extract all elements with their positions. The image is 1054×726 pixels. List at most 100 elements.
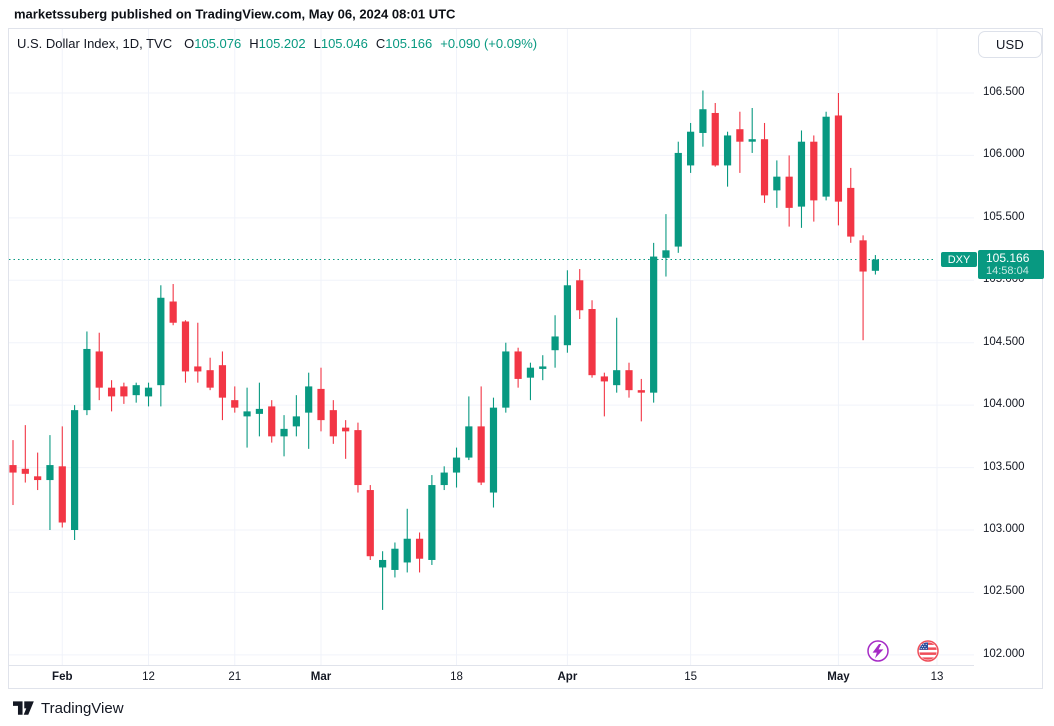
candle-apr-4 [600,372,608,417]
candle-feb-14 [169,284,177,326]
candle-mar-8 [379,551,387,610]
candle-mar-14 [428,475,436,565]
candle-apr-12 [674,141,682,253]
candle-mar-5 [342,420,350,459]
candle-mar-25 [514,347,522,388]
ohlc-close: C 105.166 [376,36,432,51]
time-tick-label: 21 [228,671,242,683]
time-tick-label: 13 [930,671,944,683]
candle-mar-22 [502,342,510,413]
chart-widget [8,28,1043,689]
price-tick-label: 102.000 [983,647,1025,660]
candle-mar-21 [489,397,498,508]
candle-feb-21 [231,386,239,413]
candle-feb-19 [206,357,214,391]
ohlc-low: L 105.046 [314,36,368,51]
candle-feb-2 [71,405,79,540]
candle-apr-8 [625,362,633,398]
price-tick-label: 102.500 [983,585,1025,598]
price-tick-label: 106.000 [983,148,1025,161]
candle-mar-6 [354,422,362,493]
tradingview-logo-icon [13,700,34,715]
candle-apr-26 [797,130,806,228]
candle-feb-6 [95,332,103,401]
candle-mar-27 [539,355,547,381]
high-label: H [249,36,259,51]
candle-mar-28 [551,315,559,368]
candle-may-2 [847,167,855,243]
candle-apr-15 [687,122,695,173]
open-value: 105.076 [194,36,242,51]
candle-apr-25 [785,155,793,227]
candle-mar-19 [465,396,473,461]
candle-apr-3 [588,300,596,378]
close-value: 105.166 [385,36,433,51]
price-tick-label: 105.500 [983,210,1025,223]
candle-apr-2 [576,269,584,319]
published-bar: marketssuberg published on TradingView.c… [0,0,1054,28]
candle-apr-19 [736,111,744,173]
tradingview-brand-text: TradingView [41,699,124,717]
ohlc-open: O 105.076 [184,36,241,51]
candle-may-6 [871,255,879,275]
candle-feb-22 [243,387,251,448]
candle-apr-1 [563,270,571,353]
candle-feb-29 [305,372,313,449]
candle-jan-31 [46,435,54,530]
candle-apr-24 [773,160,781,208]
candle-mar-7 [366,485,374,560]
time-tick-label: 18 [450,671,463,683]
candle-mar-4 [329,400,337,444]
candle-may-3 [859,235,867,341]
published-line: marketssuberg published on TradingView.c… [14,6,456,22]
candle-jan-30 [34,452,42,491]
candle-feb-7 [107,380,116,412]
candle-apr-17 [711,102,719,167]
candle-feb-13 [157,285,165,407]
candle-feb-20 [218,351,227,421]
candle-feb-5 [83,331,91,416]
candle-feb-12 [144,382,153,407]
chart-legend: U.S. Dollar Index, 1D, TVC O 105.076 H 105… [17,36,537,51]
price-tick-label: 103.000 [983,522,1025,535]
economic-event-lightning-icon[interactable] [867,640,889,662]
candle-jan-26 [9,440,17,506]
candle-feb-26 [268,400,276,443]
price-tick-label: 104.500 [983,335,1025,348]
price-badge-symbol: DXY [941,252,977,267]
price-badge: 105.166 14:58:04 [978,250,1044,279]
low-label: L [313,36,321,51]
candle-mar-1 [317,367,325,432]
time-tick-label: May [827,671,850,683]
currency-button[interactable]: USD [978,31,1042,58]
open-label: O [184,36,195,51]
candle-feb-15 [181,320,190,383]
candle-mar-18 [452,447,461,488]
ohlc-high: H 105.202 [249,36,305,51]
price-tick-label: 104.000 [983,398,1025,411]
candle-apr-23 [760,122,769,203]
badge-price-value: 105.166 [986,251,1030,265]
time-axis-separator [8,665,974,666]
time-tick-label: 12 [142,671,155,683]
candle-apr-10 [650,242,658,403]
high-value: 105.202 [258,36,306,51]
low-value: 105.046 [320,36,368,51]
symbol-title[interactable]: U.S. Dollar Index, 1D, TVC [17,36,173,51]
candle-apr-18 [723,131,732,187]
candle-feb-1 [58,426,66,528]
candle-mar-20 [477,386,485,486]
economic-event-us-flag-icon[interactable] [917,640,939,662]
time-tick-label: Feb [52,671,73,683]
candle-apr-29 [810,135,818,222]
price-tick-label: 103.500 [983,460,1025,473]
candle-apr-11 [662,214,670,277]
price-tick-label: 106.500 [983,86,1025,98]
time-tick-label: Mar [310,671,332,683]
change-value: +0.090 (+0.09%) [440,36,538,51]
close-label: C [375,36,386,51]
time-tick-label: Apr [557,671,578,683]
tradingview-attribution[interactable]: TradingView [13,697,124,719]
candle-mar-11 [391,542,399,578]
